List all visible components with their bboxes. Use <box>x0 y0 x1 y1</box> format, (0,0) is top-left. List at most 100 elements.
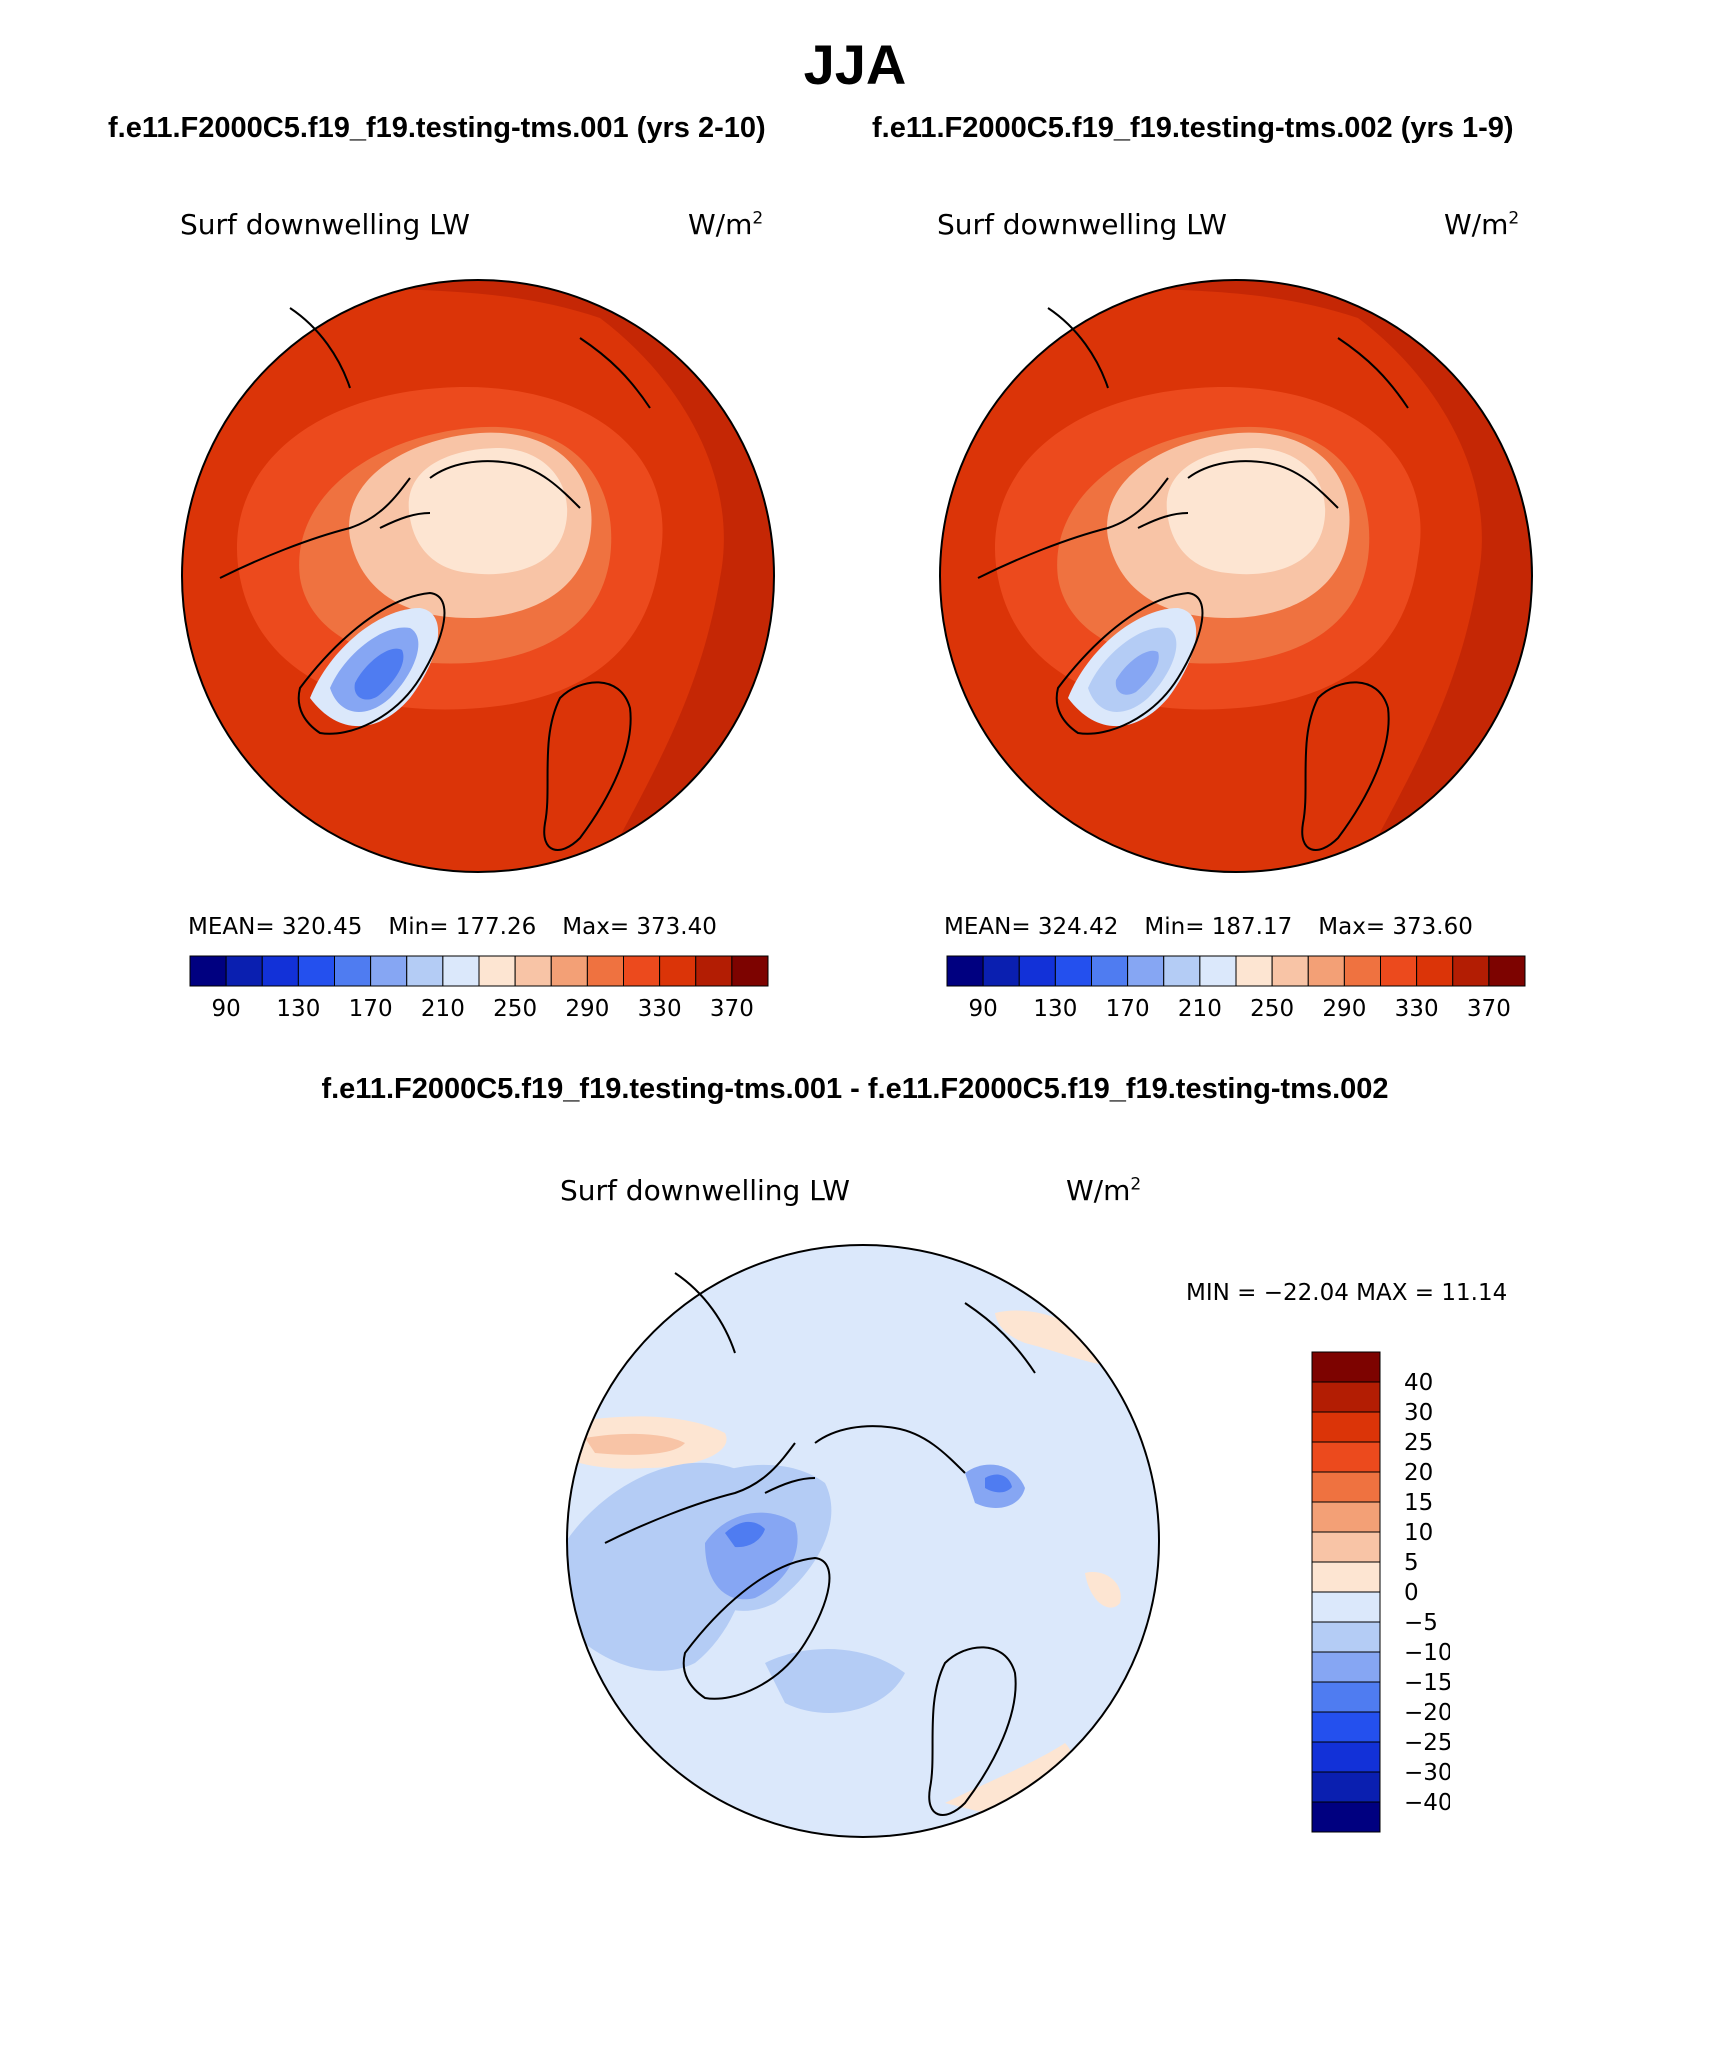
colorbar-tick-label: −5 <box>1404 1610 1438 1636</box>
units-label-diff: W/m2 <box>1066 1174 1142 1207</box>
variable-label-diff: Surf downwelling LW <box>560 1174 850 1207</box>
colorbar-box <box>1416 955 1454 987</box>
colorbar-boxes <box>946 955 1526 987</box>
colorbar-box <box>1311 1681 1381 1713</box>
min-value-right: Min= 187.17 <box>1144 914 1293 940</box>
colorbar-box <box>1091 955 1129 987</box>
map-boundary <box>181 279 775 873</box>
colorbar-box <box>478 955 516 987</box>
units-label-left: W/m2 <box>688 208 764 241</box>
minmax-diff: MIN = −22.04 MAX = 11.14 <box>1186 1280 1508 1306</box>
colorbar-box <box>1054 955 1092 987</box>
colorbar-box <box>1163 955 1201 987</box>
colorbar-box <box>1311 1381 1381 1413</box>
map-boundary <box>566 1244 1160 1838</box>
max-value-right: Max= 373.60 <box>1318 914 1473 940</box>
colorbar-box <box>189 955 227 987</box>
map-panel-difference <box>566 1244 1160 1838</box>
colorbar-tick-label: 370 <box>710 996 754 1022</box>
coastlines <box>977 307 1409 851</box>
colorbar-box <box>731 955 769 987</box>
colorbar-box <box>1199 955 1237 987</box>
colorbar-box <box>297 955 335 987</box>
colorbar-tick-label: 15 <box>1404 1490 1433 1516</box>
colorbar-box <box>623 955 661 987</box>
colorbar-tick-label: −25 <box>1404 1730 1450 1756</box>
colorbar-left: 90 130 170 210 250 290 330 370 <box>189 955 769 1022</box>
colorbar-tick-label: 10 <box>1404 1520 1433 1546</box>
colorbar-box <box>1271 955 1309 987</box>
min-value-left: Min= 177.26 <box>388 914 537 940</box>
colorbar-tick-labels: 90 130 170 210 250 290 330 370 <box>211 996 753 1022</box>
colorbar-box <box>225 955 263 987</box>
colorbar-tick-label: 130 <box>1033 996 1077 1022</box>
colorbar-tick-label: 330 <box>1395 996 1439 1022</box>
map-fill-5-10 <box>585 1433 685 1455</box>
colorbar-box <box>370 955 408 987</box>
map-fill-greenland-core <box>1115 650 1159 695</box>
page-title: JJA <box>803 33 907 96</box>
colorbar-boxes <box>1311 1351 1381 1833</box>
colorbar-right: 90 130 170 210 250 290 330 370 <box>946 955 1526 1022</box>
coastlines <box>219 307 651 851</box>
map-panel-left <box>181 279 775 873</box>
colorbar-box <box>1311 1801 1381 1833</box>
colorbar-box <box>1018 955 1056 987</box>
colorbar-box <box>1311 1711 1381 1743</box>
map-fill-minus10-south <box>765 1649 905 1713</box>
colorbar-box <box>261 955 299 987</box>
colorbar-tick-label: 170 <box>349 996 393 1022</box>
colorbar-tick-label: 25 <box>1404 1430 1433 1456</box>
colorbar-tick-label: 210 <box>421 996 465 1022</box>
colorbar-box <box>695 955 733 987</box>
colorbar-box <box>1311 1561 1381 1593</box>
colorbar-tick-label: 330 <box>638 996 682 1022</box>
colorbar-box <box>1380 955 1418 987</box>
colorbar-tick-label: 90 <box>968 996 997 1022</box>
colorbar-tick-label: 290 <box>1322 996 1366 1022</box>
colorbar-box <box>1343 955 1381 987</box>
colorbar-tick-label: 130 <box>276 996 320 1022</box>
case-title-right: f.e11.F2000C5.f19_f19.testing-tms.002 (y… <box>872 112 1514 144</box>
colorbar-tick-label: 30 <box>1404 1400 1433 1426</box>
stats-right: MEAN= 324.42 Min= 187.17 Max= 373.60 <box>944 914 1499 940</box>
map-fill-minus20-minus15 <box>725 1521 765 1548</box>
units-label-right: W/m2 <box>1444 208 1520 241</box>
colorbar-box <box>334 955 372 987</box>
colorbar-tick-label: 40 <box>1404 1370 1433 1396</box>
colorbar-box <box>1311 1621 1381 1653</box>
colorbar-tick-label: 290 <box>565 996 609 1022</box>
map-fill-greenland-core <box>354 648 404 700</box>
colorbar-box <box>586 955 624 987</box>
colorbar-tick-label: 250 <box>493 996 537 1022</box>
colorbar-tick-label: −15 <box>1404 1670 1450 1696</box>
colorbar-box <box>1311 1741 1381 1773</box>
colorbar-box <box>1311 1501 1381 1533</box>
coastlines <box>604 1272 1036 1816</box>
colorbar-box <box>1311 1771 1381 1803</box>
variable-label-right: Surf downwelling LW <box>937 208 1227 241</box>
stats-left: MEAN= 320.45 Min= 177.26 Max= 373.40 <box>188 914 743 940</box>
colorbar-tick-label: −20 <box>1404 1700 1450 1726</box>
colorbar-boxes <box>189 955 769 987</box>
colorbar-box <box>659 955 697 987</box>
colorbar-box <box>442 955 480 987</box>
colorbar-box <box>406 955 444 987</box>
mean-value-right: MEAN= 324.42 <box>944 914 1119 940</box>
colorbar-box <box>1127 955 1165 987</box>
colorbar-box <box>1488 955 1526 987</box>
map-panel-right <box>939 279 1533 873</box>
colorbar-box <box>1311 1471 1381 1503</box>
colorbar-tick-label: −30 <box>1404 1760 1450 1786</box>
colorbar-tick-label: 20 <box>1404 1460 1433 1486</box>
difference-title: f.e11.F2000C5.f19_f19.testing-tms.001 - … <box>321 1073 1389 1105</box>
colorbar-tick-label: 250 <box>1250 996 1294 1022</box>
map-fill-230-250 <box>1166 448 1326 575</box>
colorbar-box <box>982 955 1020 987</box>
colorbar-tick-label: 170 <box>1106 996 1150 1022</box>
colorbar-box <box>514 955 552 987</box>
colorbar-tick-labels: 90 130 170 210 250 290 330 370 <box>968 996 1510 1022</box>
colorbar-box <box>1452 955 1490 987</box>
case-title-left: f.e11.F2000C5.f19_f19.testing-tms.001 (y… <box>108 112 766 144</box>
mean-value-left: MEAN= 320.45 <box>188 914 363 940</box>
